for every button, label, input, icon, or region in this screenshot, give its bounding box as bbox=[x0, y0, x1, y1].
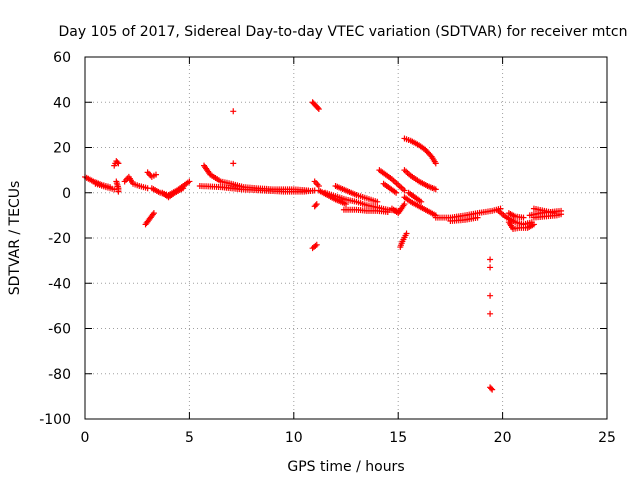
data-point bbox=[312, 242, 319, 249]
data-point bbox=[230, 160, 237, 167]
y-tick-label: 0 bbox=[62, 186, 71, 202]
x-tick-label: 15 bbox=[389, 430, 407, 446]
axis-ticks: 0 5 10 15 20 25 -100 -80 -60 -40 -20 0 20 40 60 bbox=[39, 50, 616, 446]
data-point bbox=[403, 230, 410, 237]
x-tick-label: 20 bbox=[494, 430, 512, 446]
data-point bbox=[230, 108, 237, 115]
data-point bbox=[401, 187, 408, 194]
chart-title: Day 105 of 2017, Sidereal Day-to-day VTE… bbox=[59, 24, 628, 40]
data-point bbox=[313, 241, 320, 248]
y-tick-label: -20 bbox=[48, 231, 71, 247]
data-point bbox=[427, 152, 434, 159]
data-point bbox=[314, 104, 321, 111]
x-tick-label: 0 bbox=[81, 430, 90, 446]
data-point bbox=[487, 310, 494, 317]
data-point bbox=[520, 214, 527, 221]
data-point bbox=[315, 106, 322, 113]
y-axis-label: SDTVAR / TECUs bbox=[7, 181, 23, 296]
x-tick-label: 25 bbox=[598, 430, 616, 446]
data-point bbox=[558, 211, 565, 218]
data-point bbox=[474, 214, 481, 221]
data-point bbox=[487, 292, 494, 299]
data-point bbox=[551, 210, 558, 217]
data-point bbox=[115, 188, 122, 195]
y-tick-label: 40 bbox=[53, 95, 71, 111]
data-point bbox=[313, 201, 320, 208]
y-tick-label: -80 bbox=[48, 367, 71, 383]
data-point bbox=[530, 221, 537, 228]
x-tick-label: 5 bbox=[185, 430, 194, 446]
x-axis-label: GPS time / hours bbox=[287, 459, 404, 475]
data-point bbox=[418, 198, 425, 205]
y-tick-label: -100 bbox=[39, 412, 71, 428]
data-point bbox=[488, 385, 495, 392]
data-points bbox=[82, 99, 565, 393]
data-point bbox=[115, 160, 122, 167]
data-point bbox=[114, 159, 121, 166]
x-tick-label: 10 bbox=[285, 430, 303, 446]
data-point bbox=[374, 198, 381, 205]
data-point bbox=[150, 210, 157, 217]
data-point bbox=[384, 208, 391, 215]
data-point bbox=[489, 386, 496, 393]
grid-lines bbox=[85, 57, 607, 419]
data-point bbox=[432, 186, 439, 193]
y-tick-label: 20 bbox=[53, 141, 71, 157]
data-point bbox=[312, 202, 319, 209]
y-tick-label: -40 bbox=[48, 276, 71, 292]
data-point bbox=[401, 201, 408, 208]
data-point bbox=[180, 185, 187, 192]
data-point bbox=[487, 264, 494, 271]
y-tick-label: 60 bbox=[53, 50, 71, 66]
y-tick-label: -60 bbox=[48, 322, 71, 338]
data-point bbox=[393, 189, 400, 196]
data-point bbox=[487, 256, 494, 263]
data-point bbox=[186, 178, 193, 185]
data-point bbox=[432, 160, 439, 167]
data-point bbox=[152, 171, 159, 178]
